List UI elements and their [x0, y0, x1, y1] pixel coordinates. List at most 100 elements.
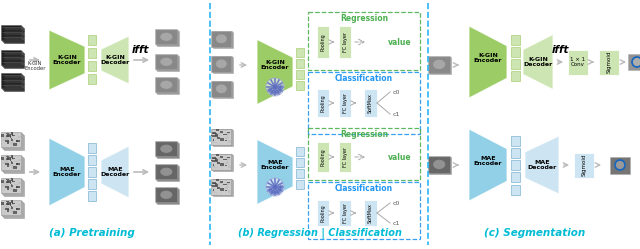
Bar [6, 187, 10, 190]
Text: MAE
Decoder: MAE Decoder [527, 160, 557, 170]
Bar [223, 164, 224, 167]
Bar [157, 56, 179, 70]
Text: c0: c0 [393, 89, 401, 95]
Bar [9, 164, 12, 165]
Bar [5, 146, 9, 149]
Bar [17, 136, 20, 138]
Bar [6, 184, 10, 187]
Bar [13, 211, 17, 214]
Text: value: value [388, 152, 412, 162]
Bar [226, 182, 229, 184]
Circle shape [266, 78, 284, 96]
Bar [2, 133, 22, 148]
Bar [227, 132, 230, 135]
Text: Pooling: Pooling [321, 94, 326, 112]
Bar [8, 142, 10, 145]
Bar [7, 201, 10, 203]
Bar [3, 75, 23, 90]
Bar [6, 204, 8, 207]
Bar [16, 140, 19, 142]
Bar [4, 164, 6, 167]
Bar [218, 188, 220, 191]
Bar [12, 181, 15, 182]
Bar [212, 182, 216, 184]
Bar [218, 162, 220, 163]
Text: (b) Regression | Classification: (b) Regression | Classification [238, 228, 402, 239]
Bar [211, 160, 213, 162]
Ellipse shape [216, 59, 227, 68]
Bar [4, 191, 8, 193]
Bar [220, 192, 223, 195]
Bar [428, 156, 450, 173]
Bar [16, 208, 19, 209]
Bar [225, 136, 228, 139]
Circle shape [266, 178, 284, 196]
Bar [212, 190, 215, 192]
Ellipse shape [162, 169, 174, 177]
Bar [296, 146, 304, 155]
Bar [211, 31, 231, 47]
Bar [220, 167, 223, 170]
Bar [5, 192, 9, 195]
Bar [227, 183, 230, 185]
Bar [3, 204, 6, 206]
Bar [225, 140, 227, 141]
Bar [226, 132, 229, 134]
Bar [212, 31, 232, 47]
Bar [215, 161, 216, 165]
Bar [1, 157, 4, 160]
Bar [8, 161, 12, 163]
Text: c0: c0 [393, 200, 401, 205]
Bar [225, 190, 227, 191]
Bar [216, 154, 219, 156]
Bar [5, 140, 9, 142]
Bar [228, 190, 230, 193]
Ellipse shape [162, 82, 174, 90]
Text: ifft: ifft [131, 45, 148, 55]
Bar [221, 135, 222, 136]
Bar [9, 136, 12, 137]
Text: (c) Segmentation: (c) Segmentation [484, 228, 586, 238]
Bar [1, 178, 21, 193]
Bar [211, 179, 231, 194]
Bar [227, 182, 230, 183]
Bar [7, 156, 10, 159]
Bar [6, 163, 7, 167]
Bar [3, 182, 6, 184]
Text: ifft: ifft [551, 45, 569, 55]
Bar [217, 162, 220, 164]
Text: Classification: Classification [335, 73, 393, 82]
Bar [218, 184, 220, 186]
Bar [429, 57, 451, 73]
Bar [211, 56, 231, 72]
Text: K-GIN
Encoder: K-GIN Encoder [24, 61, 45, 71]
Bar [16, 140, 20, 142]
Ellipse shape [162, 192, 174, 200]
Bar [296, 59, 304, 67]
Bar [1, 73, 21, 88]
Bar [16, 164, 19, 166]
Bar [4, 183, 8, 185]
Bar [14, 166, 15, 169]
Bar [339, 200, 351, 226]
Bar [296, 69, 304, 78]
Bar [215, 187, 216, 189]
Bar [223, 138, 224, 141]
Bar [1, 25, 21, 40]
Bar [216, 179, 219, 181]
Bar [4, 181, 24, 195]
Bar [227, 135, 228, 138]
Bar [216, 132, 217, 135]
Bar [2, 74, 22, 89]
Bar [511, 160, 520, 170]
Bar [6, 159, 8, 162]
Bar [18, 183, 20, 184]
Bar [11, 136, 13, 137]
Ellipse shape [160, 145, 172, 153]
Bar [14, 203, 17, 204]
Bar [317, 142, 329, 172]
Bar [227, 158, 228, 159]
Ellipse shape [161, 81, 173, 89]
Bar [156, 54, 177, 69]
Ellipse shape [216, 34, 227, 43]
